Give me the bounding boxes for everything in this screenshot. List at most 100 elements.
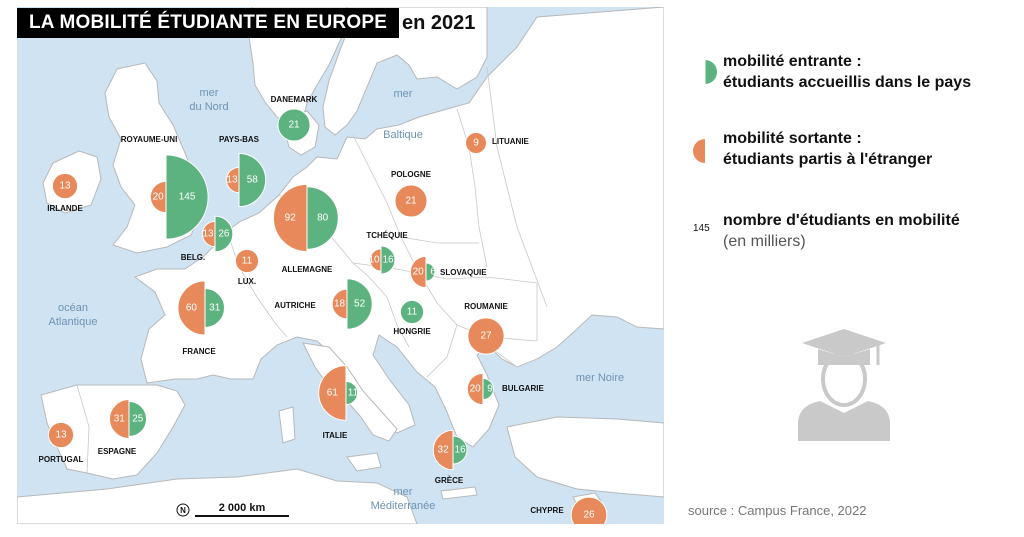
pays-bas-incoming-value: 58 bbox=[247, 175, 259, 186]
irlande-label: IRLANDE bbox=[47, 204, 83, 213]
pays-bas-outgoing-mark bbox=[225, 166, 240, 194]
tchequie-outgoing-value: 10 bbox=[368, 255, 380, 266]
autriche-label: AUTRICHE bbox=[274, 301, 316, 310]
pays-bas-incoming-mark bbox=[238, 152, 267, 208]
sea-med-line1: mer bbox=[394, 486, 413, 498]
belg-label: BELG. bbox=[181, 253, 205, 262]
belg-outgoing-value: 13 bbox=[202, 229, 214, 240]
map-title: LA MOBILITÉ ÉTUDIANTE EN EUROPE bbox=[17, 8, 400, 38]
legend-number: nombre d'étudiants en mobilité (en milli… bbox=[723, 210, 960, 252]
chypre-label: CHYPRE bbox=[530, 506, 564, 515]
hongrie-label: HONGRIE bbox=[393, 327, 431, 336]
legend-incoming-sub: étudiants accueillis dans le pays bbox=[723, 74, 972, 91]
france-label: FRANCE bbox=[182, 347, 216, 356]
allemagne-label: ALLEMAGNE bbox=[282, 265, 333, 274]
slovaquie-label: SLOVAQUIE bbox=[440, 268, 487, 277]
hongrie-incoming-mark bbox=[399, 299, 425, 325]
roumanie-label: ROUMANIE bbox=[464, 302, 508, 311]
legend-incoming-icon bbox=[692, 59, 717, 85]
autriche-outgoing-mark bbox=[331, 288, 348, 320]
hongrie-incoming-value: 11 bbox=[407, 307, 418, 318]
pays-bas-label: PAYS-BAS bbox=[219, 135, 260, 144]
bulgarie-label: BULGARIE bbox=[502, 384, 544, 393]
land-sicily bbox=[346, 452, 382, 472]
royaume-uni-outgoing-mark bbox=[150, 180, 167, 214]
danemark-label: DANEMARK bbox=[271, 95, 318, 104]
france-incoming-mark bbox=[204, 288, 225, 328]
italie-incoming-mark bbox=[345, 380, 358, 406]
autriche-incoming-mark bbox=[346, 278, 373, 330]
sea-baltic-line1: mer bbox=[394, 88, 413, 100]
allemagne-incoming-mark bbox=[306, 186, 339, 250]
legend-number-sub: (en milliers) bbox=[723, 233, 806, 250]
royaume-uni-outgoing-value: 20 bbox=[153, 192, 165, 203]
grece-incoming-mark bbox=[452, 435, 468, 465]
source-note: source : Campus France, 2022 bbox=[688, 503, 867, 518]
map-panel: mer du Nord mer Baltique océan Atlantiqu… bbox=[17, 7, 664, 524]
scale-bar-label: 2 000 km bbox=[219, 502, 266, 514]
roumanie-outgoing-value: 27 bbox=[480, 331, 492, 342]
allemagne-outgoing-mark bbox=[272, 183, 308, 253]
land-sardinia bbox=[278, 406, 296, 444]
bulgarie-incoming-mark bbox=[482, 377, 494, 401]
lituanie-label: LITUANIE bbox=[492, 137, 530, 146]
slovaquie-outgoing-mark bbox=[410, 255, 427, 289]
pays-bas-outgoing-value: 13 bbox=[226, 175, 238, 186]
land-sweden-finland bbox=[322, 7, 488, 136]
pologne-label: POLOGNE bbox=[391, 170, 432, 179]
lux-label: LUX. bbox=[238, 277, 256, 286]
legend-number-example: 145 bbox=[693, 223, 710, 234]
legend-incoming-title: mobilité entrante : bbox=[723, 53, 862, 70]
land-turkey bbox=[506, 416, 664, 498]
pologne-outgoing-value: 21 bbox=[405, 196, 417, 207]
grece-incoming-value: 16 bbox=[454, 445, 466, 456]
lituanie-outgoing-value: 9 bbox=[473, 138, 479, 149]
belg-incoming-mark bbox=[214, 215, 234, 253]
irlande-outgoing-value: 13 bbox=[59, 181, 71, 192]
royaume-uni-incoming-mark bbox=[165, 154, 209, 240]
italie-outgoing-value: 61 bbox=[327, 388, 339, 399]
legend-outgoing-title: mobilité sortante : bbox=[723, 130, 862, 147]
france-incoming-value: 31 bbox=[209, 303, 221, 314]
irlande-outgoing-mark bbox=[51, 172, 79, 200]
sea-north-line2: du Nord bbox=[189, 101, 228, 113]
sea-labels: mer du Nord mer Baltique océan Atlantiqu… bbox=[49, 87, 625, 512]
tchequie-incoming-mark bbox=[380, 245, 396, 275]
italie-incoming-value: 11 bbox=[348, 388, 359, 399]
pologne-outgoing-mark bbox=[394, 184, 428, 218]
royaume-uni-incoming-value: 145 bbox=[179, 192, 196, 203]
sea-baltic-line2: Baltique bbox=[383, 129, 423, 141]
italie-outgoing-mark bbox=[318, 365, 347, 421]
autriche-outgoing-value: 18 bbox=[334, 299, 346, 310]
sea-atlantic-line1: océan bbox=[58, 302, 88, 314]
france-outgoing-value: 60 bbox=[186, 303, 198, 314]
slovaquie-incoming-value: 6 bbox=[430, 267, 436, 278]
allemagne-incoming-value: 80 bbox=[317, 213, 329, 224]
north-label: N bbox=[180, 506, 186, 515]
italie-label: ITALIE bbox=[323, 431, 348, 440]
france-outgoing-mark bbox=[177, 280, 206, 336]
map-year: en 2021 bbox=[402, 12, 476, 34]
tchequie-label: TCHÉQUIE bbox=[366, 231, 408, 240]
grece-outgoing-mark bbox=[432, 429, 454, 471]
lituanie-outgoing-mark bbox=[465, 132, 487, 154]
land-continent bbox=[133, 7, 664, 448]
tchequie-incoming-value: 16 bbox=[382, 255, 394, 266]
espagne-outgoing-mark bbox=[109, 399, 130, 439]
sea-atlantic-line2: Atlantique bbox=[49, 316, 98, 328]
sea-north-line1: mer bbox=[200, 87, 219, 99]
legend-outgoing-sub: étudiants partis à l'étranger bbox=[723, 151, 933, 168]
grece-outgoing-value: 32 bbox=[438, 445, 450, 456]
bulgarie-outgoing-value: 20 bbox=[470, 384, 482, 395]
grece-label: GRÈCE bbox=[435, 476, 464, 485]
land-iberia bbox=[40, 384, 186, 480]
europe-map: mer du Nord mer Baltique océan Atlantiqu… bbox=[17, 7, 664, 524]
legend-number-title: nombre d'étudiants en mobilité bbox=[723, 212, 960, 229]
danemark-incoming-mark bbox=[277, 108, 311, 142]
bulgarie-incoming-value: 9 bbox=[487, 384, 493, 395]
espagne-incoming-value: 25 bbox=[132, 414, 144, 425]
lux-outgoing-value: 11 bbox=[242, 256, 253, 267]
belg-incoming-value: 26 bbox=[218, 229, 230, 240]
espagne-label: ESPAGNE bbox=[98, 447, 137, 456]
